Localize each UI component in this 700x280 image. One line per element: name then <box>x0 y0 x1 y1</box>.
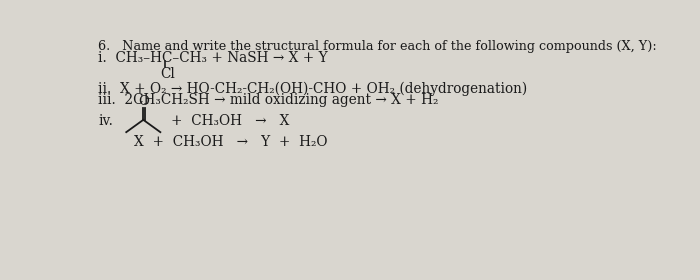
Text: i.  CH₃–HC–CH₃ + NaSH → X + Y: i. CH₃–HC–CH₃ + NaSH → X + Y <box>98 51 328 65</box>
Text: Cl: Cl <box>160 67 175 81</box>
Text: X  +  CH₃OH   →   Y  +  H₂O: X + CH₃OH → Y + H₂O <box>134 135 328 149</box>
Text: 6.   Name and write the structural formula for each of the following compounds (: 6. Name and write the structural formula… <box>98 40 657 53</box>
Text: ii.  X + O₂ → HO-CH₂-CH₂(OH)-CHO + OH₂ (dehydrogenation): ii. X + O₂ → HO-CH₂-CH₂(OH)-CHO + OH₂ (d… <box>98 81 528 96</box>
Text: +  CH₃OH   →   X: + CH₃OH → X <box>172 115 290 129</box>
Text: O: O <box>138 95 148 108</box>
Text: iv.: iv. <box>98 115 113 129</box>
Text: iii.  2CH₃CH₂SH → mild oxidizing agent → X + H₂: iii. 2CH₃CH₂SH → mild oxidizing agent → … <box>98 93 439 107</box>
